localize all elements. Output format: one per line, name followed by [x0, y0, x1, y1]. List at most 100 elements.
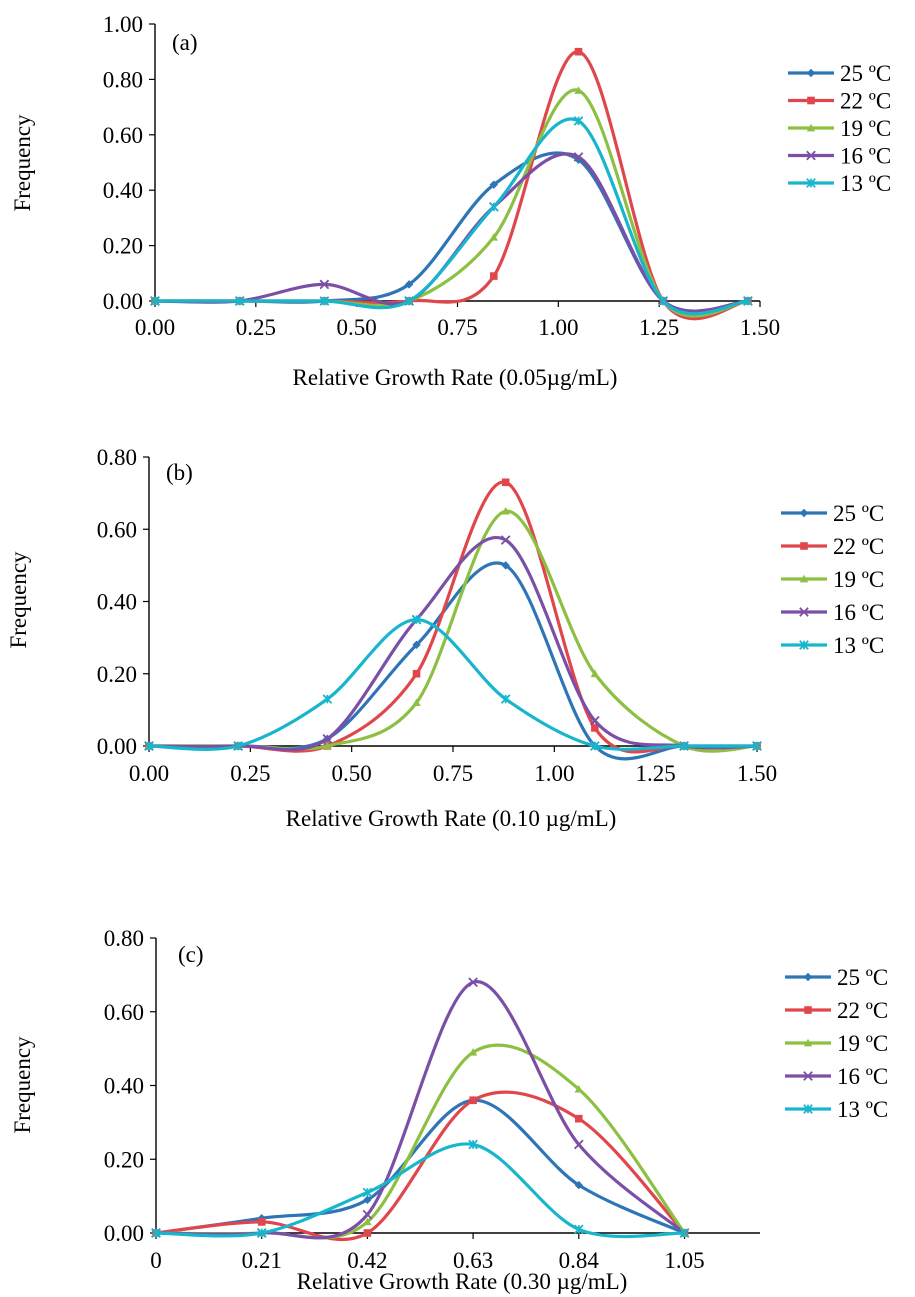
x-tick-label: 1.50	[740, 315, 780, 340]
legend-item-19-c: 19 ºC	[785, 1031, 888, 1056]
data-point	[501, 506, 510, 515]
series-19-c	[150, 86, 753, 318]
x-tick-label: 0.75	[433, 761, 473, 786]
data-point	[319, 296, 330, 306]
legend-marker	[799, 640, 809, 650]
data-point	[404, 296, 414, 306]
data-point	[256, 1228, 267, 1238]
legend-marker	[803, 1071, 813, 1081]
y-tick-label: 0.40	[104, 1074, 144, 1099]
series-13-c	[144, 614, 762, 751]
legend-marker	[800, 542, 808, 550]
legend-label: 16 ºC	[837, 1064, 888, 1089]
legend-item-22-c: 22 ºC	[788, 89, 891, 114]
series-line-25-c	[153, 151, 750, 313]
data-point	[500, 535, 511, 545]
data-point	[411, 614, 422, 625]
chart-panel-1: 0.00 0.20 0.40 0.60 0.80 1.00 0.00 0.25 0.50 0.75…	[10, 12, 891, 390]
legend-marker	[803, 1038, 813, 1047]
y-tick-label: 1.00	[103, 12, 143, 37]
legend-label: 25 ºC	[833, 501, 884, 526]
x-tick-label: 0.50	[332, 761, 372, 786]
data-point	[363, 1217, 372, 1226]
x-tick-label: 0.00	[135, 315, 175, 340]
series-13-c	[150, 116, 753, 316]
x-tick-label: 0.25	[230, 761, 270, 786]
y-tick-label: 0.60	[97, 517, 137, 542]
y-axis-label: Frequency	[10, 114, 35, 212]
legend-item-22-c: 22 ºC	[781, 534, 884, 559]
y-tick-label: 0.00	[103, 289, 143, 314]
data-point	[574, 1084, 583, 1093]
series-line-25-c	[147, 561, 759, 761]
data-point	[574, 86, 583, 94]
data-point	[679, 1228, 690, 1238]
series-line-19-c	[147, 509, 759, 753]
series-line-25-c	[154, 1098, 687, 1235]
legend-item-13-c: 13 ºC	[788, 171, 891, 196]
data-point	[322, 694, 333, 704]
legend-marker	[803, 972, 813, 982]
legend-label: 13 ºC	[833, 633, 884, 658]
x-tick-label: 0.00	[129, 761, 169, 786]
x-tick-label: 0.75	[437, 315, 477, 340]
legend-marker	[799, 607, 809, 617]
data-point	[319, 279, 330, 290]
legend-item-25-c: 25 ºC	[788, 61, 891, 86]
series-19-c	[144, 506, 762, 753]
data-point	[501, 561, 510, 570]
data-point	[144, 741, 154, 751]
y-tick-label: 0.00	[104, 1221, 144, 1246]
y-axis-label: Frequency	[6, 551, 31, 649]
legend-label: 19 ºC	[840, 116, 891, 141]
x-tick-label: 1.00	[538, 315, 578, 340]
series-line-16-c	[147, 536, 759, 752]
series-16-c	[150, 152, 753, 313]
data-point	[573, 116, 584, 126]
x-tick-label: 1.50	[737, 761, 777, 786]
x-tick-label: 1.25	[639, 315, 679, 340]
data-point	[489, 233, 498, 241]
x-tick-label: 0.42	[347, 1248, 387, 1273]
data-point	[574, 47, 583, 56]
legend-label: 16 ºC	[840, 144, 891, 169]
data-point	[590, 741, 600, 751]
legend-label: 22 ºC	[840, 89, 891, 114]
data-point	[412, 698, 421, 707]
chart-panel-2: 0.00 0.20 0.40 0.60 0.80 0.00 0.25 0.50 0.75 1.00…	[6, 445, 884, 831]
data-point	[404, 280, 414, 289]
data-point	[573, 1224, 584, 1235]
y-tick-label: 0.60	[103, 123, 143, 148]
data-point	[752, 741, 762, 751]
legend-item-25-c: 25 ºC	[781, 501, 884, 526]
data-point	[468, 1048, 478, 1056]
legend-item-16-c: 16 ºC	[781, 600, 884, 625]
legend-item-19-c: 19 ºC	[781, 567, 884, 592]
y-tick-label: 0.80	[103, 67, 143, 92]
data-point	[679, 741, 689, 751]
legend-marker	[804, 1006, 812, 1014]
data-point	[412, 640, 421, 650]
data-point	[412, 669, 421, 678]
data-point	[490, 272, 498, 280]
data-point	[257, 1218, 266, 1226]
series-line-22-c	[154, 1090, 687, 1242]
series-25-c	[150, 151, 753, 313]
y-tick-label: 0.40	[103, 178, 143, 203]
data-point	[658, 296, 669, 306]
x-tick-label: 0.63	[453, 1248, 493, 1273]
data-point	[575, 1114, 583, 1123]
legend-label: 25 ºC	[837, 965, 888, 990]
data-point	[234, 296, 245, 306]
legend-marker	[799, 574, 809, 583]
series-line-13-c	[153, 117, 750, 316]
data-point	[590, 669, 600, 678]
legend-marker	[806, 123, 816, 132]
series-13-c	[151, 1139, 690, 1239]
x-axis-label: Relative Growth Rate (0.30 µg/mL)	[297, 1269, 628, 1294]
legend-marker	[799, 508, 809, 518]
y-tick-label: 0.80	[104, 926, 144, 951]
legend-marker	[807, 96, 815, 105]
